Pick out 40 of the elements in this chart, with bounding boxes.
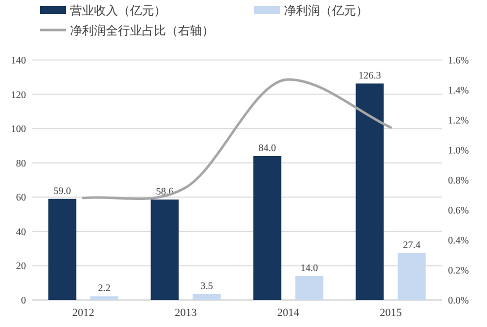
y2-tick-label: 0.2%	[448, 266, 469, 276]
y-tick-label: 80	[16, 158, 26, 170]
bar	[192, 294, 221, 300]
y2-tick-label: 1.6%	[448, 56, 469, 66]
data-label: 3.5	[200, 281, 213, 292]
bar	[295, 276, 324, 300]
bar	[253, 156, 282, 300]
data-label: 14.0	[300, 263, 318, 274]
y-tick-label: 120	[11, 90, 26, 101]
line-series	[82, 78, 392, 200]
bar	[48, 198, 76, 300]
bar	[398, 253, 426, 300]
data-label: 126.3	[358, 70, 381, 82]
y2-tick-label: 1.2%	[448, 116, 469, 126]
data-label: 27.4	[403, 240, 420, 252]
bar	[150, 200, 179, 300]
y2-tick-label: 1.0%	[448, 146, 469, 156]
y2-tick-label: 0.6%	[448, 206, 469, 216]
y-tick-label: 100	[11, 124, 26, 136]
y-tick-label: 20	[16, 261, 26, 272]
data-label: 59.0	[54, 186, 71, 197]
x-tick-label: 2013	[174, 307, 198, 319]
y-tick-label: 40	[16, 226, 26, 238]
legend-label: 营业收入（亿元）	[70, 4, 166, 18]
legend-label: 净利润全行业占比（右轴）	[70, 24, 214, 38]
bar	[356, 83, 384, 300]
x-tick-label: 2015	[380, 307, 402, 319]
y2-tick-label: 0.8%	[448, 176, 469, 186]
x-tick-label: 2014	[277, 307, 300, 319]
y-tick-label: 0	[21, 296, 26, 306]
x-tick-label: 2012	[72, 307, 94, 319]
y2-tick-label: 0.4%	[448, 236, 469, 246]
y-tick-label: 140	[11, 56, 26, 66]
bar	[90, 296, 118, 300]
y2-tick-label: 1.4%	[448, 86, 469, 96]
y2-tick-label: 0.0%	[448, 296, 469, 306]
legend-label: 净利润（亿元）	[284, 4, 368, 18]
data-label: 2.2	[98, 283, 110, 294]
data-label: 84.0	[258, 143, 276, 154]
y-tick-label: 60	[16, 192, 26, 204]
